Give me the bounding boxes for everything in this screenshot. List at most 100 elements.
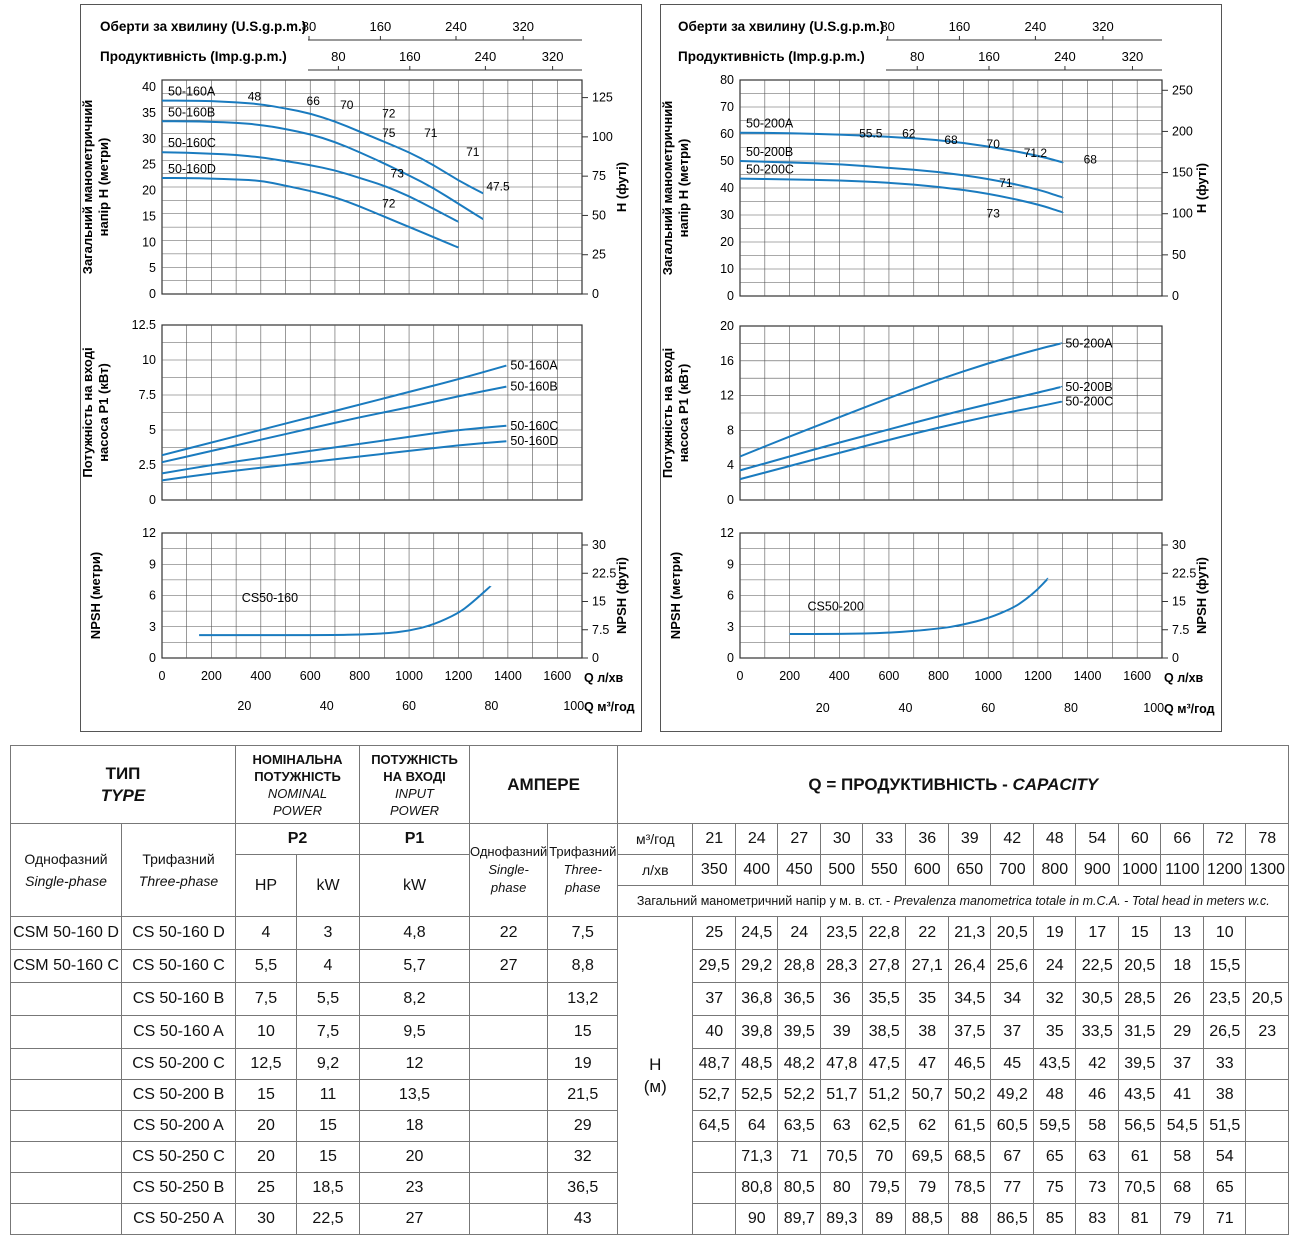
chart-left: Оберти за хвилину (U.S.g.p.m.)80 160 240 32…	[80, 19, 635, 714]
head-note-en: Total head in meters w.c.	[1131, 894, 1270, 908]
series-label: 50-200C	[1065, 395, 1113, 409]
series-label: 50-160B	[510, 380, 557, 394]
head-value	[692, 1141, 737, 1173]
input-power-line1: ПОТУЖНІСТЬ	[371, 751, 458, 767]
power-curve-50-160D	[161, 440, 507, 482]
head-axis-label-feet: H (футі)	[1194, 163, 1209, 213]
efficiency-label: 47.5	[486, 179, 510, 193]
amp-three-uk: Трифазний	[549, 844, 617, 859]
p2-hp: 30	[235, 1203, 297, 1235]
table-row: CSM 50-160 C CS 50-160 C 5,5 4 5,7 27 8,8 29,5 2…	[10, 949, 1290, 983]
axis-label-line: Загальний манометричний	[80, 100, 95, 274]
head-value: 34,5	[948, 982, 992, 1016]
amp-single	[468, 1048, 549, 1080]
head-value: 31,5	[1118, 1015, 1162, 1049]
y-tick-label: 50	[720, 154, 734, 168]
series-label: 50-160D	[168, 162, 216, 176]
head-value: 24	[777, 916, 822, 950]
model-single-phase	[10, 1203, 122, 1235]
q-m3h-7: 42	[990, 823, 1035, 855]
top-axis-tick-label: 240	[1025, 19, 1047, 34]
p1-kw: 8,2	[359, 982, 470, 1016]
head-value: 46	[1075, 1079, 1120, 1111]
y-tick-label: 8	[727, 423, 734, 437]
spec-table: ТИП TYPE НОМІНАЛЬНА ПОТУЖНІСТЬ NOMINAL P…	[10, 745, 1290, 1235]
head-value: 30,5	[1075, 982, 1120, 1016]
top-axis-tick-label: 80	[880, 19, 894, 34]
q-m3h-6: 39	[948, 823, 992, 855]
p2-hp: 15	[235, 1079, 297, 1111]
y-tick-label: 10	[142, 353, 156, 367]
head-value: 79	[905, 1172, 950, 1204]
q-lmin-9: 900	[1075, 854, 1120, 886]
q-lmin-11: 1100	[1160, 854, 1205, 886]
head-value: 22	[905, 916, 950, 950]
series-label: CS50-200	[808, 600, 864, 614]
power-curve-50-200A	[739, 342, 1063, 458]
y2-tick-label: 22.5	[1172, 566, 1196, 580]
head-value	[1245, 1110, 1290, 1142]
y2-tick-label: 0	[592, 651, 599, 665]
x-tick-label: 200	[201, 669, 222, 683]
top-axis-tick-label: 320	[512, 19, 534, 34]
p1-kw: 12	[359, 1048, 470, 1080]
model-three-phase: CS 50-200 C	[121, 1048, 236, 1080]
y2-tick-label: 50	[1172, 248, 1186, 262]
model-three-phase: CS 50-200 B	[121, 1079, 236, 1111]
head-value: 23,5	[1203, 982, 1247, 1016]
y-tick-label: 6	[149, 589, 156, 603]
series-label: 50-160C	[510, 419, 558, 433]
efficiency-label: 71.2	[1024, 146, 1048, 160]
top-axis-tick-label: 240	[475, 49, 497, 64]
head-value: 48	[1033, 1079, 1077, 1111]
model-single-phase	[10, 1048, 122, 1080]
head-value: 46,5	[948, 1048, 992, 1080]
head-note-it: Prevalenza manometrica totale in m.C.A.	[893, 894, 1121, 908]
series-label: 50-200A	[1065, 336, 1113, 350]
head-value: 10	[1203, 916, 1247, 950]
head-value: 64	[735, 1110, 779, 1142]
top-axis-tick-label: 80	[302, 19, 316, 34]
npsh-curve-CS50-200	[789, 577, 1049, 635]
head-value: 47,8	[820, 1048, 864, 1080]
head-value: 28,5	[1118, 982, 1162, 1016]
axis-label-line: Потужність на вході	[660, 348, 675, 478]
amp-single	[468, 1110, 549, 1142]
q-m3h-5: 36	[905, 823, 950, 855]
efficiency-label: 62	[902, 126, 916, 140]
head-value	[1245, 1141, 1290, 1173]
p2-kw: 3	[296, 916, 360, 950]
head-value: 77	[990, 1172, 1035, 1204]
head-value: 89,7	[777, 1203, 822, 1235]
head-value: 70,5	[1118, 1172, 1162, 1204]
head-axis-label-feet: H (футі)	[614, 162, 629, 212]
head-value: 29	[1160, 1015, 1205, 1049]
model-three-phase: CS 50-250 B	[121, 1172, 236, 1204]
p1-kw: 18	[359, 1110, 470, 1142]
x-tick-label: 1200	[445, 669, 473, 683]
head-value: 20,5	[1118, 949, 1162, 983]
series-label: 50-160C	[168, 136, 216, 150]
p2-hp: 10	[235, 1015, 297, 1049]
head-value: 24,5	[735, 916, 779, 950]
p2-hp: 12,5	[235, 1048, 297, 1080]
y-tick-label: 12.5	[132, 318, 156, 332]
axis-label-line: напір H (метри)	[676, 139, 691, 238]
model-three-phase: CS 50-250 A	[121, 1203, 236, 1235]
y-tick-label: 40	[720, 181, 734, 195]
head-value: 59,5	[1033, 1110, 1077, 1142]
q-m3h-2: 27	[777, 823, 822, 855]
efficiency-label: 72	[382, 107, 396, 121]
npsh-axis-label: NPSH (метри)	[88, 552, 103, 639]
y-tick-label: 0	[727, 493, 734, 507]
table-row: CS 50-200 C 12,5 9,2 12 19 48,7 48,5 48,2 47,8 47…	[10, 1048, 1290, 1080]
series-label: 50-200C	[746, 163, 794, 177]
axis-label-line: напір H (метри)	[96, 138, 111, 237]
head-value: 29,5	[692, 949, 737, 983]
q-m3h-3: 30	[820, 823, 864, 855]
x-tick-label: 1000	[974, 669, 1002, 683]
y2-tick-label: 100	[1172, 207, 1193, 221]
head-value: 89	[862, 1203, 907, 1235]
head-value	[1245, 1203, 1290, 1235]
head-value: 20,5	[990, 916, 1035, 950]
